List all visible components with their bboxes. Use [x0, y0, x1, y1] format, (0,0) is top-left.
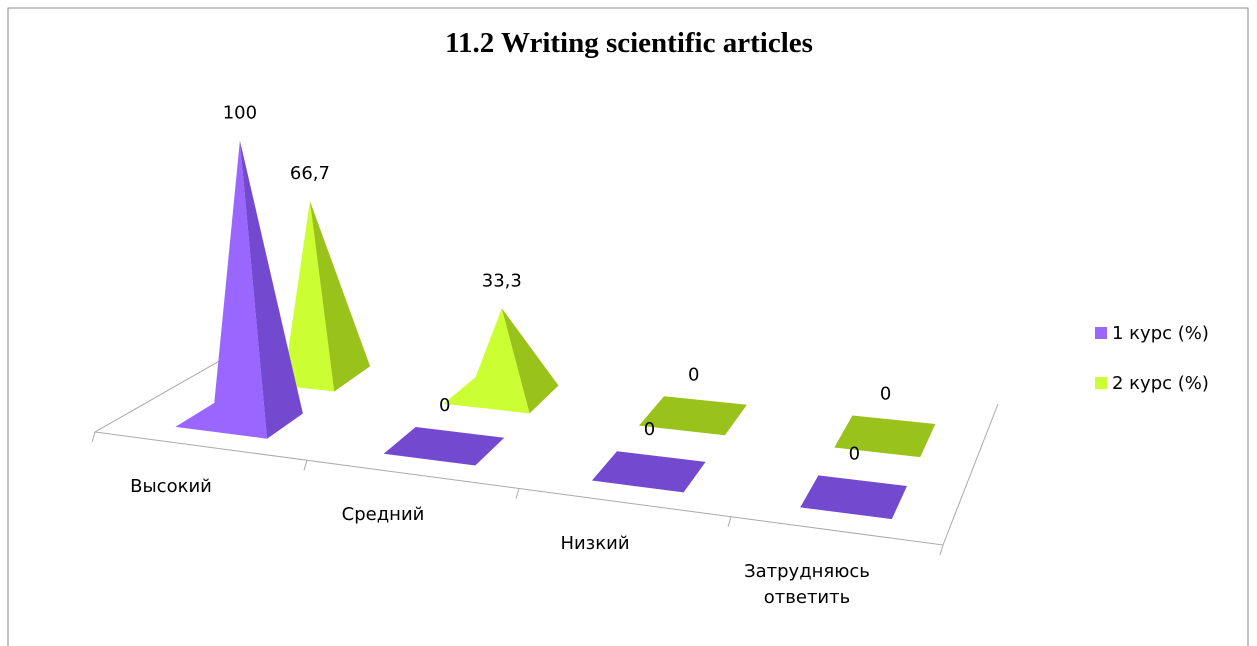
- tick-mark: [515, 488, 520, 499]
- x-tick-label: Низкий: [560, 532, 630, 554]
- tick-mark: [727, 516, 732, 527]
- value-label: 0: [644, 419, 655, 440]
- pyramid-base: [834, 415, 936, 458]
- pyramid-face: [248, 200, 335, 392]
- x-tick-label: Средний: [341, 504, 425, 526]
- pyramid-base: [383, 427, 505, 466]
- legend-label: 1 курс (%): [1112, 323, 1209, 344]
- pyramid-face: [443, 308, 530, 414]
- pyramid-face: [175, 140, 268, 439]
- pyramid-base: [800, 475, 907, 520]
- tick-mark: [939, 544, 944, 556]
- value-label: 100: [223, 103, 257, 124]
- legend-swatch: [1095, 377, 1107, 389]
- chart-frame: [7, 7, 1249, 646]
- value-label: 0: [849, 443, 860, 464]
- pyramid-base: [591, 451, 706, 493]
- tick-mark: [91, 431, 96, 443]
- x-tick-label: Затрудняюсь ответить: [744, 560, 870, 608]
- value-label: 33,3: [482, 270, 522, 291]
- pyramid-base: [638, 396, 747, 436]
- legend-swatch: [1095, 327, 1107, 339]
- tick-mark: [303, 460, 308, 471]
- x-tick-label: Высокий: [130, 476, 212, 498]
- pyramid-side: [239, 140, 303, 439]
- chart-title: 11.2 Writing scientific articles: [445, 27, 813, 59]
- value-label: 66,7: [290, 163, 330, 184]
- value-label: 0: [439, 395, 450, 416]
- value-label: 0: [880, 384, 891, 405]
- pyramid-side: [309, 200, 371, 392]
- pyramid-side: [501, 308, 559, 414]
- legend-label: 2 курс (%): [1112, 373, 1209, 394]
- value-label: 0: [688, 364, 699, 385]
